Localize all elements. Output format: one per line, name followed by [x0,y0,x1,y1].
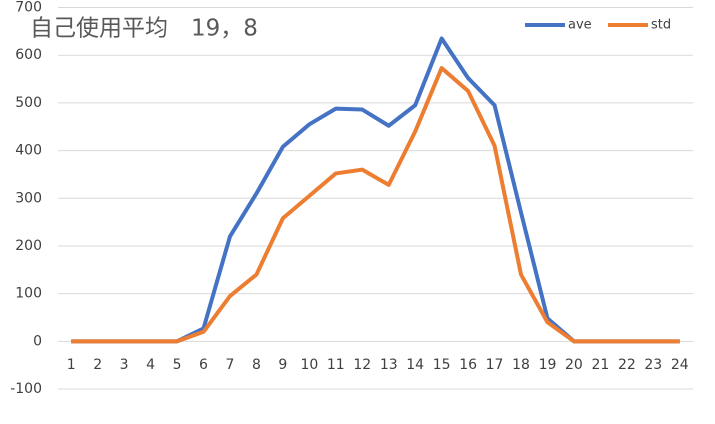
chart-title: 自己使用平均 19，8 [30,16,258,42]
y-tick-label: 100 [15,286,42,302]
y-tick-label: -100 [10,381,42,397]
x-tick-label: 11 [327,357,345,373]
y-tick-label: 300 [15,190,42,206]
x-tick-label: 22 [618,357,636,373]
x-tick-label: 18 [512,357,530,373]
x-tick-label: 23 [644,357,662,373]
x-tick-label: 24 [671,357,689,373]
x-tick-label: 12 [353,357,371,373]
x-tick-label: 4 [146,357,155,373]
x-tick-label: 7 [226,357,235,373]
x-tick-label: 17 [486,357,504,373]
x-tick-label: 21 [591,357,609,373]
x-tick-label: 9 [278,357,287,373]
x-tick-label: 20 [565,357,583,373]
legend-label: std [651,18,671,33]
x-tick-label: 10 [300,357,318,373]
x-tick-label: 2 [93,357,102,373]
x-tick-label: 5 [173,357,182,373]
data-line [71,36,680,344]
x-tick-label: 14 [406,357,424,373]
x-tick-label: 13 [380,357,398,373]
y-tick-label: 400 [15,143,42,159]
x-tick-label: 6 [199,357,208,373]
y-tick-label: 0 [33,333,42,349]
x-tick-label: 8 [252,357,261,373]
y-tick-label: 500 [15,95,42,111]
legend-label: ave [568,18,592,33]
x-tick-label: 19 [539,357,557,373]
x-tick-label: 3 [120,357,129,373]
x-tick-label: 15 [433,357,451,373]
x-tick-label: 16 [459,357,477,373]
x-tick-label: 1 [67,357,76,373]
y-tick-label: 200 [15,238,42,254]
data-line [71,66,680,344]
y-tick-label: 700 [15,0,42,16]
y-tick-label: 600 [15,47,42,63]
